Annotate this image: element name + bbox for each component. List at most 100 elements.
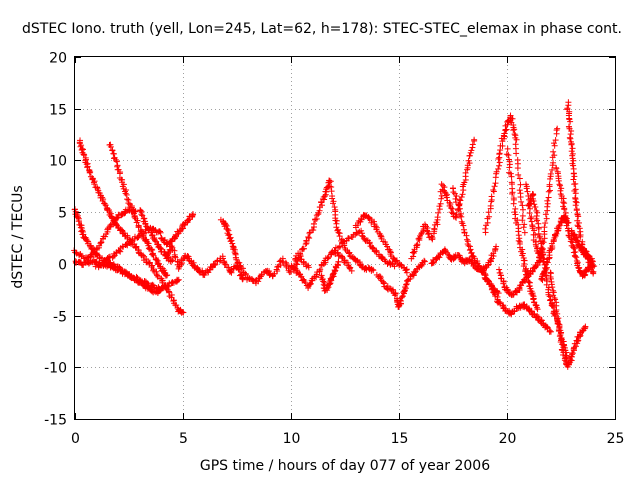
data-point bbox=[414, 241, 421, 248]
data-point bbox=[154, 260, 161, 267]
data-point bbox=[571, 173, 578, 180]
data-point bbox=[303, 238, 310, 245]
x-tick-label: 5 bbox=[179, 431, 188, 447]
data-point bbox=[294, 261, 301, 268]
x-tick-label: 0 bbox=[71, 431, 80, 447]
data-point bbox=[157, 245, 164, 252]
data-point bbox=[86, 169, 93, 176]
data-point bbox=[305, 285, 312, 292]
data-point bbox=[126, 270, 133, 277]
data-point bbox=[117, 248, 124, 255]
data-point bbox=[515, 171, 522, 178]
data-point bbox=[512, 205, 519, 212]
data-point bbox=[534, 313, 541, 320]
data-point bbox=[338, 253, 345, 260]
data-point bbox=[148, 246, 155, 253]
data-point bbox=[573, 207, 580, 214]
data-point bbox=[468, 147, 475, 154]
data-point bbox=[415, 235, 422, 242]
data-point bbox=[239, 276, 246, 283]
data-point bbox=[476, 262, 483, 269]
data-point bbox=[149, 251, 156, 258]
data-point bbox=[557, 182, 564, 189]
data-point bbox=[305, 264, 312, 271]
series-5 bbox=[92, 224, 164, 271]
data-point bbox=[302, 279, 309, 286]
data-point bbox=[421, 258, 428, 265]
data-point bbox=[113, 158, 120, 165]
data-point bbox=[493, 243, 500, 250]
data-point bbox=[546, 181, 553, 188]
data-point bbox=[488, 193, 495, 200]
data-point bbox=[137, 207, 144, 214]
data-point bbox=[512, 288, 519, 295]
data-point bbox=[467, 246, 474, 253]
data-point bbox=[503, 126, 510, 133]
data-point bbox=[221, 260, 228, 267]
data-point bbox=[178, 261, 185, 268]
data-point bbox=[157, 229, 164, 236]
series-19 bbox=[482, 112, 528, 236]
data-point bbox=[459, 191, 466, 198]
data-point bbox=[98, 239, 105, 246]
data-point bbox=[347, 264, 354, 271]
data-point bbox=[544, 200, 551, 207]
data-point bbox=[509, 190, 516, 197]
data-point bbox=[133, 219, 140, 226]
data-point bbox=[453, 214, 460, 221]
data-point bbox=[348, 267, 355, 274]
data-point bbox=[490, 188, 497, 195]
data-point bbox=[511, 131, 518, 138]
data-point bbox=[104, 225, 111, 232]
data-point bbox=[568, 141, 575, 148]
data-point bbox=[549, 303, 556, 310]
data-point bbox=[524, 274, 531, 281]
data-point bbox=[358, 216, 365, 223]
data-point bbox=[438, 181, 445, 188]
data-point bbox=[518, 198, 525, 205]
data-point bbox=[92, 263, 99, 270]
data-point bbox=[550, 140, 557, 147]
data-point bbox=[431, 226, 438, 233]
data-point bbox=[399, 293, 406, 300]
data-point bbox=[302, 241, 309, 248]
data-point bbox=[437, 200, 444, 207]
data-point bbox=[473, 259, 480, 266]
data-point bbox=[287, 268, 294, 275]
data-point bbox=[504, 145, 511, 152]
data-point bbox=[428, 233, 435, 240]
data-point bbox=[222, 261, 229, 268]
data-point bbox=[515, 221, 522, 228]
data-point bbox=[429, 234, 436, 241]
data-point bbox=[391, 292, 398, 299]
data-point bbox=[326, 183, 333, 190]
data-point bbox=[550, 159, 557, 166]
data-point bbox=[336, 243, 343, 250]
data-point bbox=[535, 225, 542, 232]
data-point bbox=[542, 220, 549, 227]
data-point bbox=[463, 236, 470, 243]
data-point bbox=[457, 197, 464, 204]
data-point bbox=[105, 254, 112, 261]
data-point bbox=[550, 148, 557, 155]
data-point bbox=[549, 166, 556, 173]
data-point bbox=[130, 206, 137, 213]
data-point bbox=[97, 240, 104, 247]
series-16 bbox=[408, 136, 478, 262]
y-tick-label: -15 bbox=[44, 413, 67, 429]
data-point bbox=[153, 238, 160, 245]
series-17 bbox=[428, 243, 500, 274]
data-point bbox=[116, 247, 123, 254]
data-point bbox=[411, 269, 418, 276]
data-point bbox=[545, 188, 552, 195]
series-10 bbox=[292, 177, 377, 274]
data-point bbox=[466, 152, 473, 159]
data-point bbox=[541, 224, 548, 231]
data-point bbox=[83, 237, 90, 244]
data-point bbox=[507, 170, 514, 177]
data-point bbox=[513, 150, 520, 157]
data-point bbox=[180, 309, 187, 316]
data-point bbox=[529, 292, 536, 299]
y-tick-label: 20 bbox=[49, 51, 67, 67]
data-point bbox=[465, 242, 472, 249]
